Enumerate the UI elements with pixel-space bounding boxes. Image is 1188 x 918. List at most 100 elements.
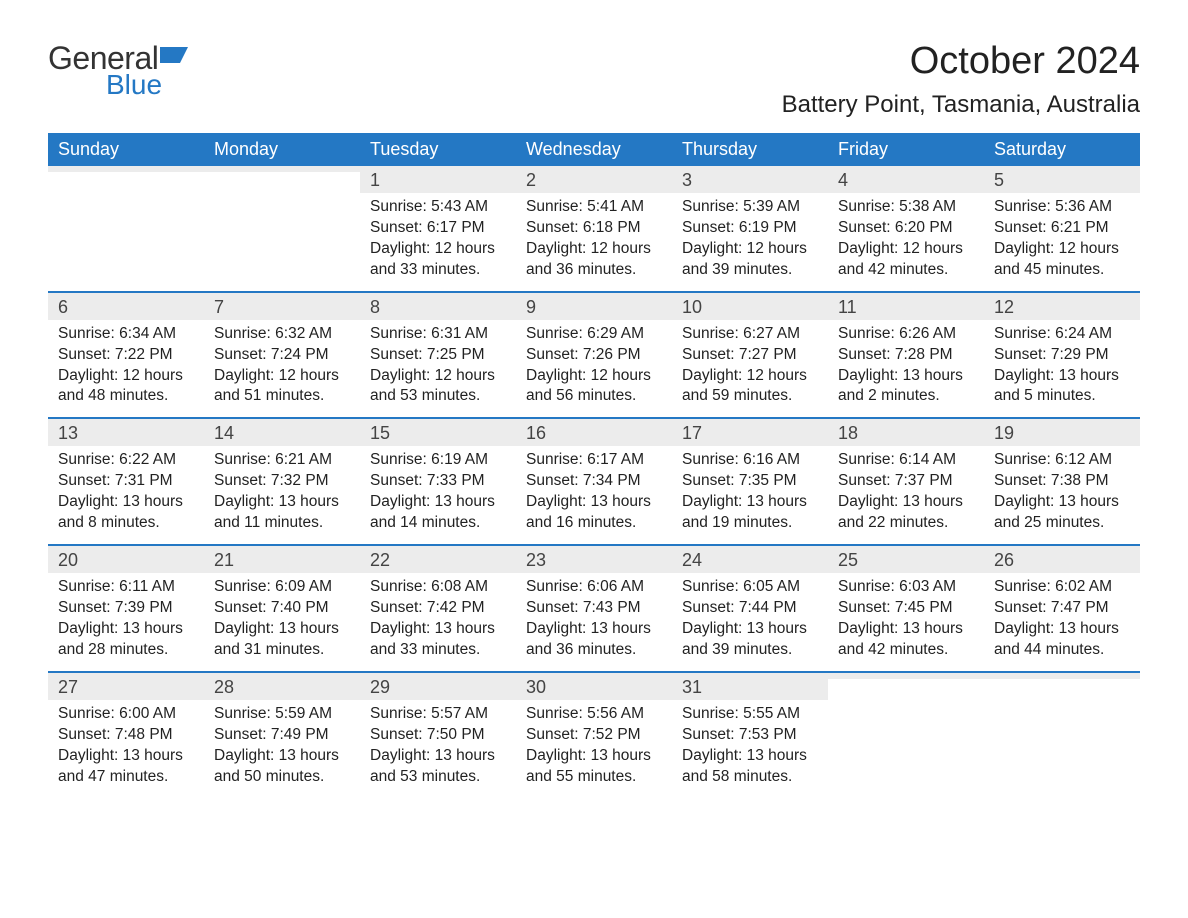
day-number: 20 xyxy=(48,546,204,573)
day-of-week-header: Monday xyxy=(204,133,360,166)
day-number: 27 xyxy=(48,673,204,700)
daylight-text: Daylight: 12 hours and 39 minutes. xyxy=(682,239,818,281)
sunset-text: Sunset: 7:22 PM xyxy=(58,345,194,366)
logo-blue-text: Blue xyxy=(106,69,190,101)
sunrise-text: Sunrise: 5:43 AM xyxy=(370,197,506,218)
day-info: Sunrise: 6:31 AMSunset: 7:25 PMDaylight:… xyxy=(360,320,516,418)
calendar-cell: 25Sunrise: 6:03 AMSunset: 7:45 PMDayligh… xyxy=(828,546,984,671)
daylight-text: Daylight: 13 hours and 14 minutes. xyxy=(370,492,506,534)
day-info: Sunrise: 6:17 AMSunset: 7:34 PMDaylight:… xyxy=(516,446,672,544)
sunrise-text: Sunrise: 6:14 AM xyxy=(838,450,974,471)
day-number: 6 xyxy=(48,293,204,320)
day-info: Sunrise: 6:21 AMSunset: 7:32 PMDaylight:… xyxy=(204,446,360,544)
calendar-cell: 13Sunrise: 6:22 AMSunset: 7:31 PMDayligh… xyxy=(48,419,204,544)
day-number: 10 xyxy=(672,293,828,320)
sunrise-text: Sunrise: 6:22 AM xyxy=(58,450,194,471)
day-number: 18 xyxy=(828,419,984,446)
sunrise-text: Sunrise: 6:08 AM xyxy=(370,577,506,598)
daylight-text: Daylight: 13 hours and 42 minutes. xyxy=(838,619,974,661)
calendar-cell: 29Sunrise: 5:57 AMSunset: 7:50 PMDayligh… xyxy=(360,673,516,798)
logo: General Blue xyxy=(48,40,190,101)
sunset-text: Sunset: 7:52 PM xyxy=(526,725,662,746)
day-number: 30 xyxy=(516,673,672,700)
daylight-text: Daylight: 13 hours and 55 minutes. xyxy=(526,746,662,788)
day-info: Sunrise: 6:12 AMSunset: 7:38 PMDaylight:… xyxy=(984,446,1140,544)
daylight-text: Daylight: 13 hours and 44 minutes. xyxy=(994,619,1130,661)
sunrise-text: Sunrise: 5:38 AM xyxy=(838,197,974,218)
calendar-cell: 21Sunrise: 6:09 AMSunset: 7:40 PMDayligh… xyxy=(204,546,360,671)
calendar-cell: 20Sunrise: 6:11 AMSunset: 7:39 PMDayligh… xyxy=(48,546,204,671)
daylight-text: Daylight: 13 hours and 22 minutes. xyxy=(838,492,974,534)
day-number: 21 xyxy=(204,546,360,573)
day-info: Sunrise: 5:56 AMSunset: 7:52 PMDaylight:… xyxy=(516,700,672,798)
day-number: 12 xyxy=(984,293,1140,320)
day-of-week-header: Sunday xyxy=(48,133,204,166)
sunset-text: Sunset: 7:27 PM xyxy=(682,345,818,366)
day-of-week-header: Tuesday xyxy=(360,133,516,166)
day-number xyxy=(984,673,1140,679)
sunrise-text: Sunrise: 6:29 AM xyxy=(526,324,662,345)
sunset-text: Sunset: 7:50 PM xyxy=(370,725,506,746)
calendar-week: 1Sunrise: 5:43 AMSunset: 6:17 PMDaylight… xyxy=(48,166,1140,291)
calendar-cell: 10Sunrise: 6:27 AMSunset: 7:27 PMDayligh… xyxy=(672,293,828,418)
day-info: Sunrise: 6:05 AMSunset: 7:44 PMDaylight:… xyxy=(672,573,828,671)
logo-flag-icon xyxy=(160,45,190,72)
day-number: 4 xyxy=(828,166,984,193)
calendar-cell: 8Sunrise: 6:31 AMSunset: 7:25 PMDaylight… xyxy=(360,293,516,418)
day-info: Sunrise: 6:11 AMSunset: 7:39 PMDaylight:… xyxy=(48,573,204,671)
calendar: SundayMondayTuesdayWednesdayThursdayFrid… xyxy=(48,133,1140,797)
sunset-text: Sunset: 7:45 PM xyxy=(838,598,974,619)
daylight-text: Daylight: 12 hours and 53 minutes. xyxy=(370,366,506,408)
calendar-cell: 5Sunrise: 5:36 AMSunset: 6:21 PMDaylight… xyxy=(984,166,1140,291)
day-number: 5 xyxy=(984,166,1140,193)
sunrise-text: Sunrise: 5:39 AM xyxy=(682,197,818,218)
day-number: 28 xyxy=(204,673,360,700)
day-number: 8 xyxy=(360,293,516,320)
day-number: 9 xyxy=(516,293,672,320)
sunset-text: Sunset: 7:42 PM xyxy=(370,598,506,619)
day-info: Sunrise: 6:02 AMSunset: 7:47 PMDaylight:… xyxy=(984,573,1140,671)
day-number xyxy=(204,166,360,172)
daylight-text: Daylight: 12 hours and 33 minutes. xyxy=(370,239,506,281)
day-info: Sunrise: 6:14 AMSunset: 7:37 PMDaylight:… xyxy=(828,446,984,544)
daylight-text: Daylight: 13 hours and 31 minutes. xyxy=(214,619,350,661)
daylight-text: Daylight: 13 hours and 5 minutes. xyxy=(994,366,1130,408)
sunset-text: Sunset: 7:29 PM xyxy=(994,345,1130,366)
calendar-cell: 18Sunrise: 6:14 AMSunset: 7:37 PMDayligh… xyxy=(828,419,984,544)
day-number xyxy=(48,166,204,172)
day-number: 17 xyxy=(672,419,828,446)
sunset-text: Sunset: 7:31 PM xyxy=(58,471,194,492)
daylight-text: Daylight: 13 hours and 16 minutes. xyxy=(526,492,662,534)
sunset-text: Sunset: 7:32 PM xyxy=(214,471,350,492)
day-number: 29 xyxy=(360,673,516,700)
day-info: Sunrise: 6:22 AMSunset: 7:31 PMDaylight:… xyxy=(48,446,204,544)
sunset-text: Sunset: 6:17 PM xyxy=(370,218,506,239)
page-title: October 2024 xyxy=(782,40,1140,83)
daylight-text: Daylight: 13 hours and 28 minutes. xyxy=(58,619,194,661)
day-of-week-header: Thursday xyxy=(672,133,828,166)
sunrise-text: Sunrise: 6:03 AM xyxy=(838,577,974,598)
day-number: 7 xyxy=(204,293,360,320)
day-info: Sunrise: 6:06 AMSunset: 7:43 PMDaylight:… xyxy=(516,573,672,671)
calendar-cell: 6Sunrise: 6:34 AMSunset: 7:22 PMDaylight… xyxy=(48,293,204,418)
sunrise-text: Sunrise: 6:31 AM xyxy=(370,324,506,345)
sunrise-text: Sunrise: 6:06 AM xyxy=(526,577,662,598)
daylight-text: Daylight: 13 hours and 47 minutes. xyxy=(58,746,194,788)
calendar-cell: 15Sunrise: 6:19 AMSunset: 7:33 PMDayligh… xyxy=(360,419,516,544)
calendar-cell: 3Sunrise: 5:39 AMSunset: 6:19 PMDaylight… xyxy=(672,166,828,291)
calendar-cell xyxy=(204,166,360,291)
daylight-text: Daylight: 13 hours and 25 minutes. xyxy=(994,492,1130,534)
day-number: 24 xyxy=(672,546,828,573)
sunrise-text: Sunrise: 5:57 AM xyxy=(370,704,506,725)
day-info: Sunrise: 6:08 AMSunset: 7:42 PMDaylight:… xyxy=(360,573,516,671)
sunrise-text: Sunrise: 5:41 AM xyxy=(526,197,662,218)
day-number: 1 xyxy=(360,166,516,193)
daylight-text: Daylight: 13 hours and 36 minutes. xyxy=(526,619,662,661)
calendar-cell: 14Sunrise: 6:21 AMSunset: 7:32 PMDayligh… xyxy=(204,419,360,544)
sunset-text: Sunset: 7:34 PM xyxy=(526,471,662,492)
daylight-text: Daylight: 13 hours and 19 minutes. xyxy=(682,492,818,534)
day-number: 14 xyxy=(204,419,360,446)
day-of-week-header: Friday xyxy=(828,133,984,166)
sunrise-text: Sunrise: 6:21 AM xyxy=(214,450,350,471)
day-number: 11 xyxy=(828,293,984,320)
